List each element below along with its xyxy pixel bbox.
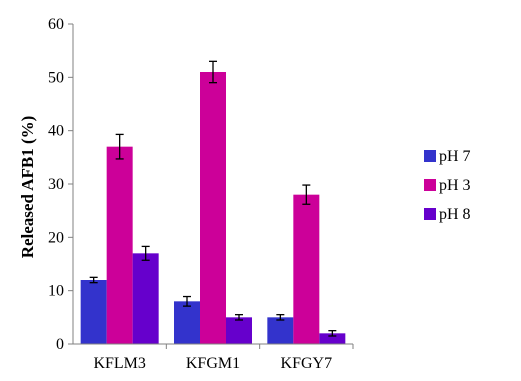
bar <box>174 301 200 344</box>
y-tick-label: 30 <box>48 176 64 193</box>
legend-label: pH 3 <box>439 177 471 194</box>
y-tick-label: 60 <box>48 16 64 33</box>
error-bars <box>89 60 337 337</box>
bar <box>200 72 226 344</box>
bar <box>80 280 107 344</box>
legend: pH 7 pH 3 pH 8 <box>424 148 471 223</box>
y-tick-label: 0 <box>56 336 64 353</box>
bar <box>132 253 159 344</box>
y-tick-label: 40 <box>48 123 64 140</box>
y-tick-label: 50 <box>48 69 64 86</box>
bar <box>226 317 252 344</box>
y-axis: 0 10 20 30 40 50 60 <box>48 16 74 353</box>
legend-label: pH 8 <box>439 206 471 223</box>
bar <box>106 146 133 344</box>
y-axis-title: Released AFB1 (%) <box>18 116 37 259</box>
x-category-label: KFLM3 <box>93 355 145 372</box>
bar <box>319 333 346 344</box>
bar <box>267 317 294 344</box>
legend-swatch <box>424 150 436 162</box>
x-category-label: KFGY7 <box>281 355 333 372</box>
x-category-label: KFGM1 <box>186 355 240 372</box>
legend-label: pH 7 <box>439 148 471 165</box>
legend-swatch <box>424 208 436 220</box>
legend-swatch <box>424 179 436 191</box>
bars <box>80 72 346 344</box>
y-tick-label: 10 <box>48 283 64 300</box>
x-axis: KFLM3 KFGM1 KFGY7 <box>73 343 354 372</box>
y-tick-label: 20 <box>48 229 64 246</box>
bar <box>293 194 320 344</box>
